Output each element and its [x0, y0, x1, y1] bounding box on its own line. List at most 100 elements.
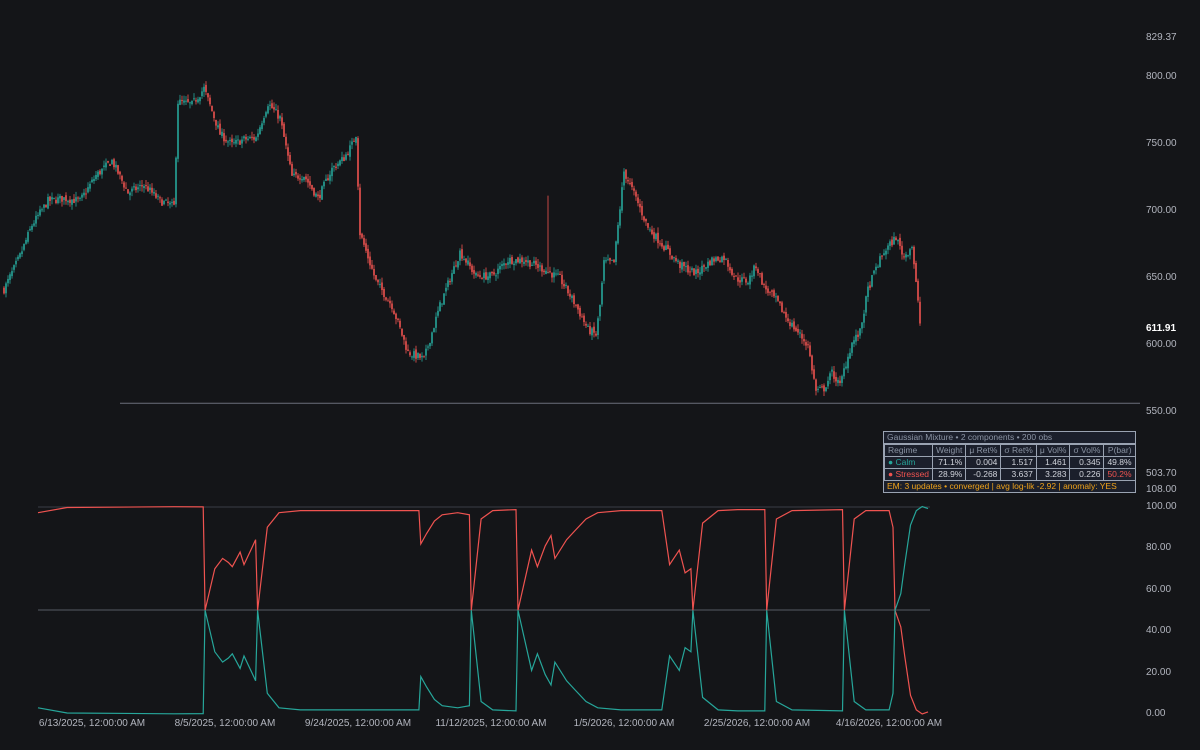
candle-body — [761, 273, 763, 285]
candle-body — [769, 291, 771, 293]
candle-body — [109, 164, 111, 166]
candle-body — [687, 265, 689, 273]
candle-body — [25, 240, 27, 244]
prob-tick-40: 40.00 — [1146, 625, 1171, 636]
candle-body — [219, 123, 221, 135]
candle-body — [161, 199, 163, 206]
candle-body — [607, 259, 609, 261]
candle-body — [395, 313, 397, 320]
candle-body — [225, 139, 227, 142]
candle-body — [561, 274, 563, 285]
candle-body — [625, 169, 627, 179]
price-tick-650: 650.00 — [1146, 272, 1177, 283]
candle-body — [179, 99, 181, 105]
candle-body — [231, 138, 233, 143]
candle-body — [499, 266, 501, 270]
candle-body — [55, 199, 57, 204]
candle-body — [43, 204, 45, 208]
candle-body — [61, 195, 63, 202]
candle-body — [447, 280, 449, 287]
candle-body — [783, 312, 785, 314]
candle-body — [809, 345, 811, 357]
gmm-stressed-p-bar: 50.2% — [1103, 468, 1136, 481]
candle-body — [635, 191, 637, 197]
candle-body — [853, 340, 855, 344]
candle-body — [799, 332, 801, 334]
candle-body — [735, 275, 737, 277]
candle-body — [269, 104, 271, 106]
candle-body — [573, 295, 575, 305]
candle-body — [15, 260, 17, 265]
candle-body — [835, 376, 837, 382]
candle-body — [99, 170, 101, 175]
candle-body — [529, 260, 531, 267]
candle-body — [265, 112, 267, 117]
candle-body — [329, 174, 331, 181]
candle-body — [131, 188, 133, 192]
gmm-header-sigma-ret: σ Ret% — [1000, 444, 1037, 457]
candle-body — [899, 237, 901, 247]
candle-body — [39, 209, 41, 216]
candle-body — [311, 185, 313, 190]
candle-body — [371, 264, 373, 269]
candle-body — [859, 328, 861, 336]
candle-body — [749, 275, 751, 285]
candle-body — [879, 256, 881, 268]
candle-body — [337, 163, 339, 167]
candle-body — [701, 265, 703, 274]
candle-body — [847, 356, 849, 369]
candle-body — [641, 206, 643, 216]
candle-body — [591, 328, 593, 336]
candle-body — [503, 263, 505, 266]
candle-body — [187, 99, 189, 102]
candle-body — [85, 193, 87, 195]
candle-body — [443, 293, 445, 305]
candle-body — [689, 271, 691, 273]
candle-body — [669, 248, 671, 255]
candle-body — [839, 380, 841, 383]
candle-body — [581, 316, 583, 318]
candle-body — [437, 310, 439, 316]
gmm-panel-title: Gaussian Mixture • 2 components • 200 ob… — [884, 432, 1135, 444]
candle-body — [299, 178, 301, 180]
candle-body — [691, 268, 693, 271]
candle-body — [29, 228, 31, 231]
candle-body — [649, 229, 651, 231]
candle-body — [831, 369, 833, 372]
candle-body — [343, 157, 345, 162]
candle-body — [301, 179, 303, 181]
candle-body — [293, 173, 295, 176]
candle-body — [627, 179, 629, 182]
candle-body — [705, 267, 707, 269]
candle-body — [449, 281, 451, 283]
candle-body — [403, 335, 405, 340]
candle-body — [407, 349, 409, 351]
candle-body — [541, 265, 543, 272]
candle-body — [425, 348, 427, 356]
candle-body — [517, 257, 519, 263]
price-tick-750: 750.00 — [1146, 138, 1177, 149]
candle-body — [633, 188, 635, 191]
candle-body — [685, 266, 687, 268]
candle-body — [917, 280, 919, 301]
candle-body — [259, 127, 261, 135]
gmm-calm-sigma-ret: 1.517 — [1000, 456, 1037, 469]
candle-body — [75, 197, 77, 202]
candle-body — [9, 274, 11, 281]
regime-probability-pane[interactable] — [37, 505, 930, 715]
candle-body — [53, 197, 55, 199]
candle-body — [387, 300, 389, 302]
candle-body — [107, 160, 109, 163]
candle-body — [551, 272, 553, 278]
candle-body — [473, 270, 475, 274]
candle-body — [291, 163, 293, 176]
candle-body — [431, 332, 433, 344]
candle-body — [767, 288, 769, 293]
candle-body — [253, 137, 255, 140]
price-pane[interactable] — [3, 81, 1140, 404]
candle-body — [171, 201, 173, 203]
candle-body — [713, 258, 715, 262]
candle-body — [711, 257, 713, 266]
candle-body — [45, 204, 47, 208]
candle-body — [565, 284, 567, 286]
